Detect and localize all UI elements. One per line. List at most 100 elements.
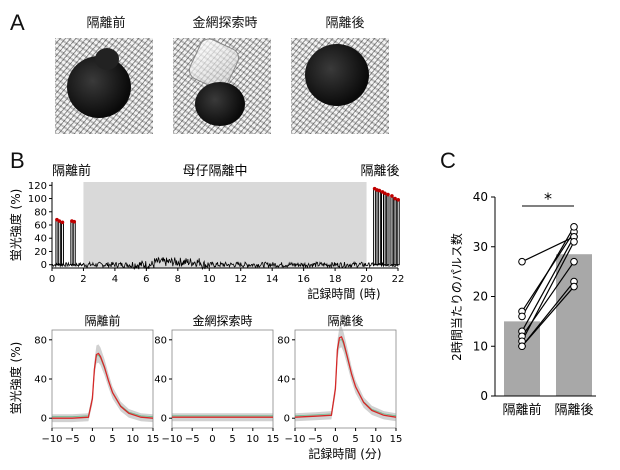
- annotation-after: 隔離後: [360, 164, 399, 179]
- annotation-during: 母仔隔離中: [182, 164, 247, 179]
- photo-before: [55, 38, 153, 134]
- photo-label-before: 隔離前: [86, 16, 126, 31]
- baseline-trace: [51, 256, 399, 271]
- before-spike-3: [70, 220, 74, 266]
- x-tick-label-0-10: 10: [126, 434, 139, 445]
- mean-trace-2: [294, 336, 397, 418]
- before-spike-marker-4: [72, 219, 77, 224]
- y-tick-label-100: 100: [28, 194, 47, 205]
- mouse-pup-image: [95, 48, 119, 70]
- point-after-4: [570, 257, 578, 266]
- category-label-1: 隔離後: [554, 403, 593, 418]
- y-tick-label-80: 80: [34, 207, 47, 218]
- photo-mesh: [173, 38, 271, 134]
- y-tick-label-0-40: 40: [34, 375, 47, 386]
- y-tick-label-0-80: 80: [34, 335, 47, 346]
- x-tick-label-1-15: 15: [267, 434, 280, 445]
- after-spike-marker-4: [383, 191, 387, 196]
- category-label-0: 隔離前: [502, 402, 541, 418]
- sem-band-0: [52, 344, 153, 423]
- x-tick-label-6: 6: [143, 274, 149, 285]
- after-spike-8: [396, 199, 400, 266]
- before-spike-marker-2: [60, 220, 65, 225]
- paired-line-3: [521, 236, 575, 332]
- x-tick-label-1-−5: −5: [185, 434, 200, 445]
- y-axis-label: 蛍光強度 (%): [8, 342, 23, 415]
- x-tick-label-1-0: 0: [209, 434, 215, 445]
- x-axis-label: 記録時間 (時): [307, 286, 380, 301]
- point-before-2: [518, 312, 526, 321]
- mouse-image: [305, 44, 369, 106]
- after-spike-marker-8: [396, 198, 401, 202]
- after-spike-marker-7: [393, 196, 397, 201]
- after-spike-marker-5: [386, 192, 390, 197]
- y-tick-label-30: 30: [473, 240, 488, 254]
- photo-label-after: 隔離後: [325, 16, 365, 31]
- panel-letter-c: C: [440, 148, 456, 173]
- point-before-0: [518, 257, 526, 266]
- x-tick-label-4: 4: [112, 274, 118, 285]
- y-tick-label-1-40: 40: [154, 375, 167, 386]
- x-tick-label-12: 12: [234, 274, 247, 285]
- bar-1: [556, 254, 592, 396]
- after-spike-7: [393, 198, 397, 266]
- point-after-5: [570, 237, 578, 246]
- after-spike-5: [386, 194, 390, 266]
- x-tick-label-2-10: 10: [369, 434, 382, 445]
- after-spike-2: [377, 190, 381, 266]
- y-tick-label-1-80: 80: [154, 335, 167, 346]
- before-spike-4: [72, 221, 76, 266]
- y-tick-label-2-80: 80: [277, 335, 290, 346]
- paired-line-5: [521, 241, 575, 342]
- after-spike-4: [383, 192, 387, 266]
- x-tick-label-18: 18: [329, 274, 342, 285]
- mouse-image: [195, 82, 245, 126]
- x-tick-label-10: 10: [203, 274, 216, 285]
- x-tick-label-2-−5: −5: [308, 434, 323, 445]
- y-tick-label-10: 10: [473, 339, 488, 353]
- after-spike-0: [373, 188, 377, 266]
- c-bar-chart: 隔離前 隔離後 0 10 20 30 40 2時間当たりのパルス数 *: [449, 189, 596, 418]
- x-tick-label-1-5: 5: [229, 434, 235, 445]
- panel-letter-a: A: [10, 10, 25, 35]
- y-tick-label-20: 20: [473, 290, 488, 304]
- y-tick-label-0: 0: [480, 389, 488, 403]
- x-axis-label: 記録時間 (分): [308, 446, 381, 461]
- before-spike-2: [60, 221, 64, 266]
- b-top-chart: 0 20 40 60 80 100 120 0 2 4 6 8 10 12 14 16 18 20 22 記録時間 (…: [8, 163, 404, 301]
- y-tick-label-40: 40: [34, 234, 47, 245]
- x-tick-label-16: 16: [297, 274, 310, 285]
- x-tick-label-1-−10: −10: [161, 434, 182, 445]
- x-tick-label-1-10: 10: [246, 434, 259, 445]
- significance-star: *: [544, 189, 552, 208]
- before-spike-marker-1: [57, 219, 62, 223]
- photo-label-mesh: 金網探索時: [192, 16, 258, 31]
- x-tick-label-0-−10: −10: [41, 434, 62, 445]
- point-after-2: [570, 223, 578, 231]
- y-tick-label-40: 40: [473, 190, 488, 204]
- point-after-7: [570, 282, 578, 291]
- x-tick-label-0: 0: [49, 274, 55, 285]
- paired-line-2: [521, 226, 575, 317]
- after-spike-marker-6: [390, 194, 394, 198]
- x-tick-label-0-−5: −5: [65, 434, 80, 445]
- before-spike-1: [57, 220, 61, 266]
- paired-line-7: [521, 286, 575, 347]
- isolation-shade: [83, 182, 367, 268]
- x-tick-label-2-0: 0: [332, 434, 338, 445]
- y-tick-label-1-0: 0: [161, 414, 167, 425]
- y-tick-label-120: 120: [28, 181, 47, 192]
- y-tick-label-20: 20: [34, 247, 47, 258]
- x-tick-label-2-15: 15: [390, 434, 403, 445]
- photo-after: [291, 38, 389, 134]
- point-before-7: [518, 342, 526, 351]
- after-spike-marker-2: [377, 188, 382, 193]
- y-axis-label: 蛍光強度 (%): [8, 189, 23, 262]
- y-tick-label-0: 0: [41, 260, 47, 271]
- x-tick-label-2: 2: [80, 274, 86, 285]
- x-tick-label-0-0: 0: [89, 434, 95, 445]
- subplot-title-2: 隔離後: [327, 314, 363, 328]
- mean-trace-0: [52, 352, 154, 419]
